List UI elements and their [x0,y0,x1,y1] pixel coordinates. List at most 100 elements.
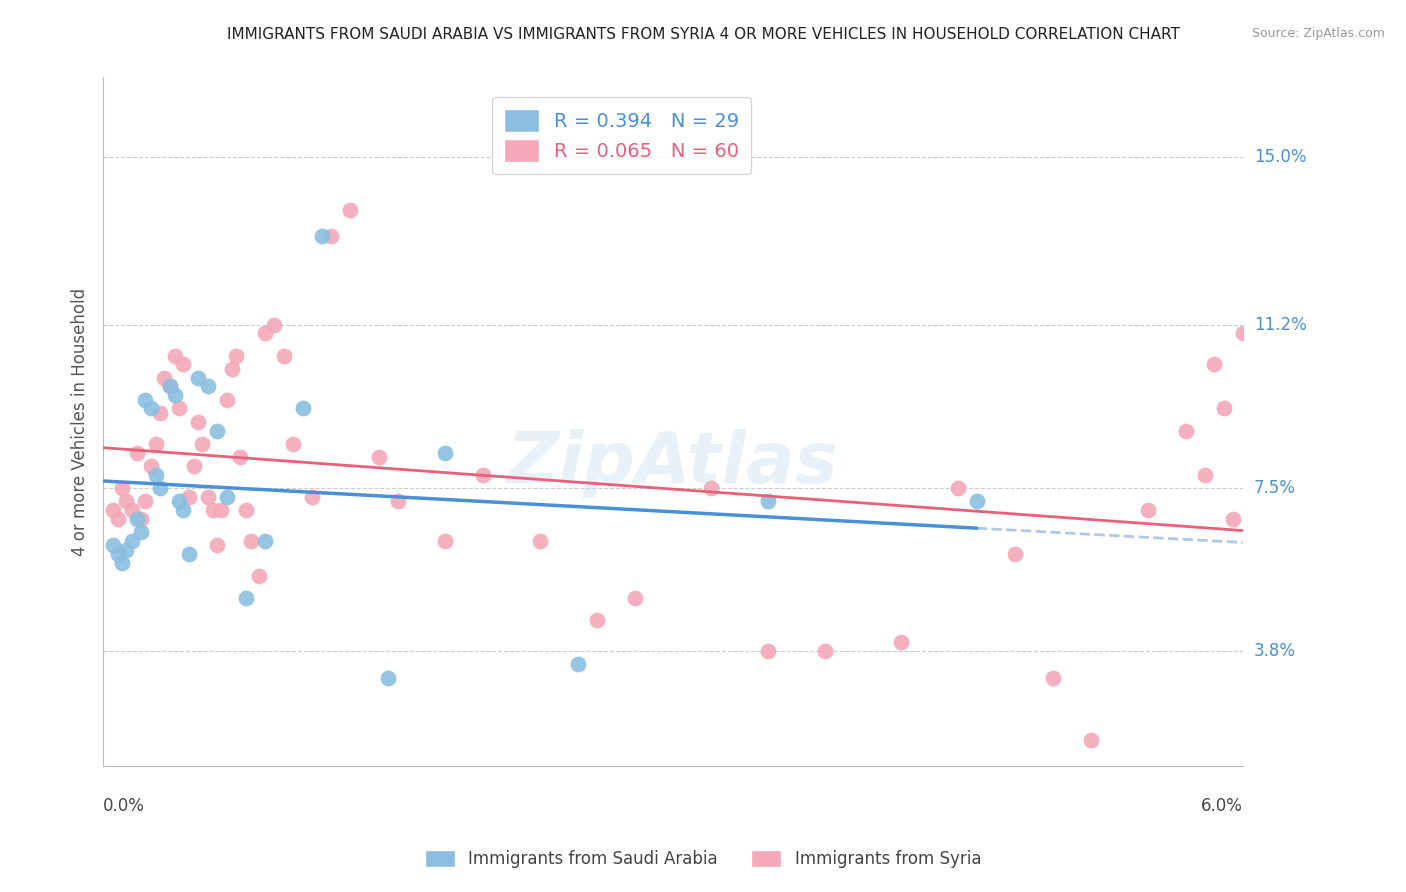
Point [165,349,187,363]
Point [127,445,149,459]
Point [240,533,263,548]
Point [567,657,589,672]
Text: 15.0%: 15.0% [1254,148,1306,166]
Point [172,503,194,517]
Point [215,490,238,504]
Point [377,671,399,685]
Point [814,644,837,658]
Text: 3.8%: 3.8% [1254,642,1296,660]
Point [129,524,152,539]
Point [215,392,238,407]
Text: ZipAtlas: ZipAtlas [508,428,839,498]
Point [153,370,176,384]
Point [367,450,389,464]
Point [311,229,333,244]
Point [107,512,129,526]
Point [191,437,214,451]
Point [149,481,172,495]
Legend: R = 0.394   N = 29, R = 0.065   N = 60: R = 0.394 N = 29, R = 0.065 N = 60 [492,97,751,174]
Point [177,490,200,504]
Point [529,533,551,548]
Point [339,202,361,217]
Point [183,458,205,473]
Y-axis label: 4 or more Vehicles in Household: 4 or more Vehicles in Household [72,287,89,556]
Point [586,613,609,627]
Point [1042,671,1064,685]
Point [209,503,232,517]
Point [225,349,247,363]
Point [273,349,295,363]
Point [221,361,243,376]
Point [624,591,647,606]
Point [101,503,124,517]
Point [700,481,723,495]
Point [235,503,257,517]
Point [1232,326,1254,341]
Point [1204,357,1226,371]
Point [205,538,228,552]
Point [472,467,495,482]
Point [1136,503,1159,517]
Point [172,357,194,371]
Text: 11.2%: 11.2% [1254,316,1306,334]
Point [235,591,257,606]
Point [247,569,270,583]
Text: Source: ZipAtlas.com: Source: ZipAtlas.com [1251,27,1385,40]
Point [127,512,149,526]
Point [121,503,143,517]
Text: 6.0%: 6.0% [1201,797,1243,814]
Point [434,533,457,548]
Point [1222,512,1244,526]
Point [159,379,181,393]
Point [139,401,162,416]
Point [149,406,172,420]
Point [187,370,209,384]
Point [115,494,138,508]
Point [139,458,162,473]
Point [253,533,276,548]
Point [1174,424,1197,438]
Point [121,533,143,548]
Text: 7.5%: 7.5% [1254,479,1296,497]
Point [145,467,167,482]
Point [167,401,190,416]
Point [134,392,156,407]
Point [890,635,912,649]
Text: IMMIGRANTS FROM SAUDI ARABIA VS IMMIGRANTS FROM SYRIA 4 OR MORE VEHICLES IN HOUS: IMMIGRANTS FROM SAUDI ARABIA VS IMMIGRAN… [226,27,1180,42]
Point [115,542,138,557]
Point [167,494,190,508]
Point [1080,732,1102,747]
Point [253,326,276,341]
Point [1194,467,1216,482]
Point [1004,547,1026,561]
Point [205,424,228,438]
Point [197,490,219,504]
Point [187,415,209,429]
Point [197,379,219,393]
Point [387,494,409,508]
Point [111,556,134,570]
Point [966,494,988,508]
Point [165,388,187,402]
Point [229,450,252,464]
Point [434,445,457,459]
Point [756,644,779,658]
Point [301,490,323,504]
Point [145,437,167,451]
Point [946,481,969,495]
Text: 0.0%: 0.0% [103,797,145,814]
Point [177,547,200,561]
Point [101,538,124,552]
Point [281,437,304,451]
Point [263,318,285,332]
Point [159,379,181,393]
Point [107,547,129,561]
Point [291,401,314,416]
Point [756,494,779,508]
Point [1212,401,1234,416]
Point [129,512,152,526]
Point [319,229,342,244]
Legend: Immigrants from Saudi Arabia, Immigrants from Syria: Immigrants from Saudi Arabia, Immigrants… [418,843,988,875]
Point [111,481,134,495]
Point [134,494,156,508]
